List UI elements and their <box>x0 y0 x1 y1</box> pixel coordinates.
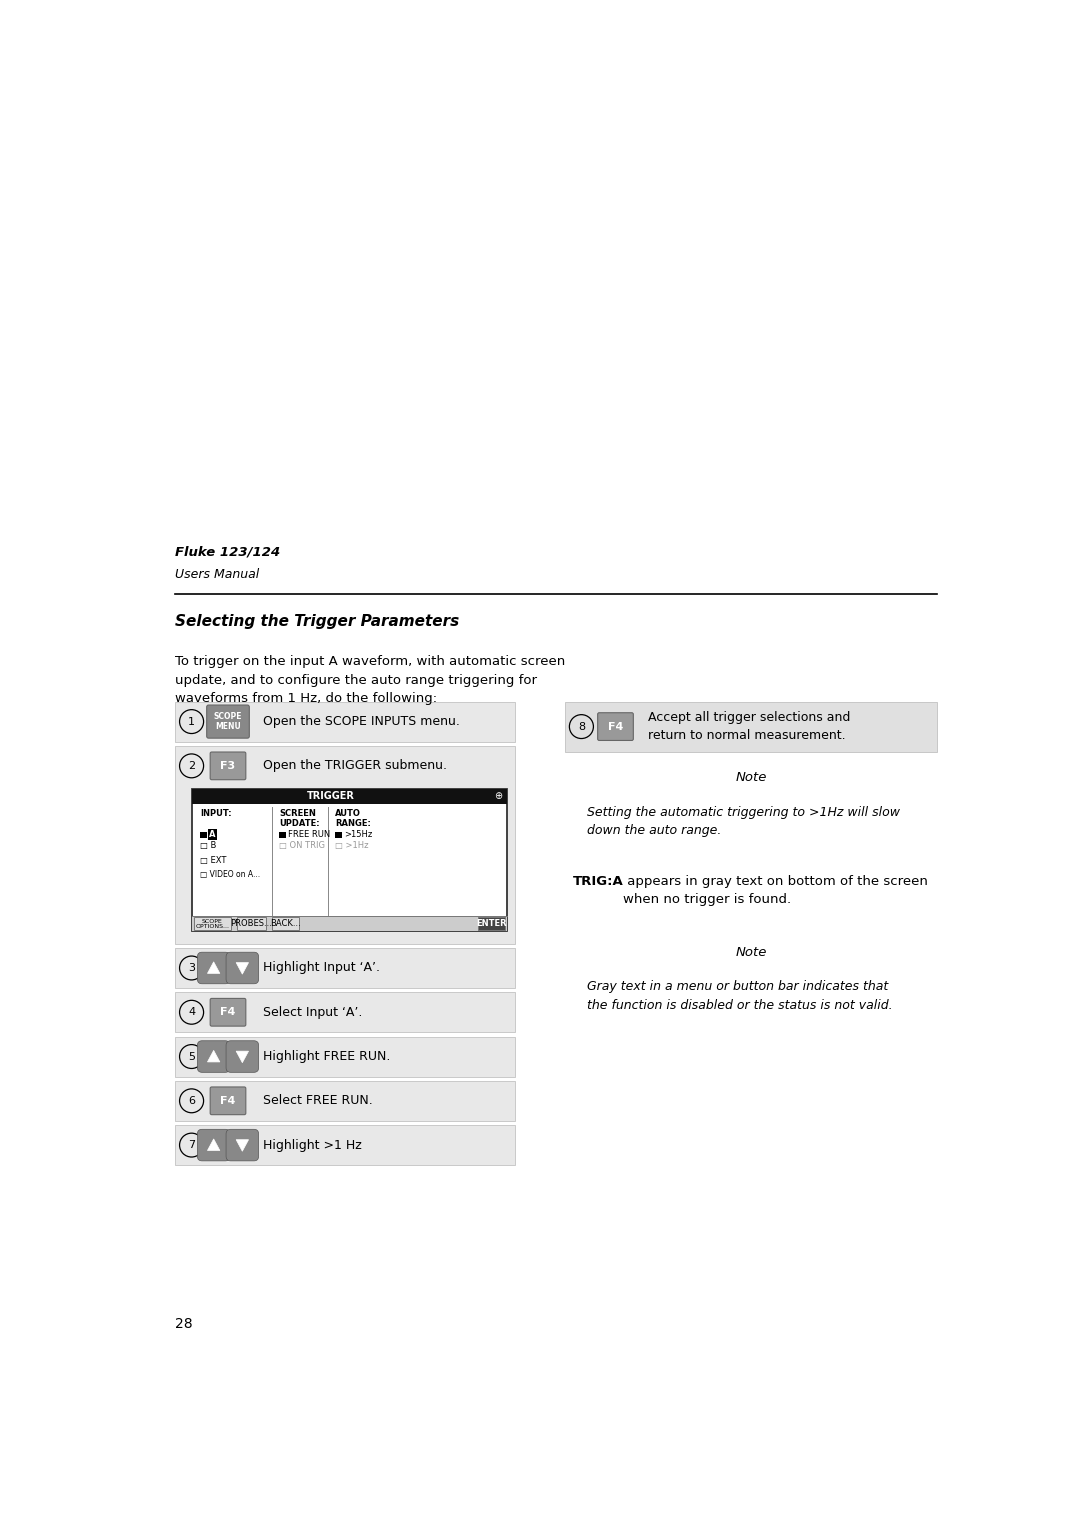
Text: FREE RUN: FREE RUN <box>288 831 330 839</box>
FancyBboxPatch shape <box>192 788 507 804</box>
Text: >15Hz: >15Hz <box>343 831 373 839</box>
FancyBboxPatch shape <box>175 947 515 989</box>
FancyBboxPatch shape <box>194 917 231 931</box>
Text: Gray text in a menu or button bar indicates that
the function is disabled or the: Gray text in a menu or button bar indica… <box>586 981 892 1012</box>
Text: Accept all trigger selections and
return to normal measurement.: Accept all trigger selections and return… <box>648 711 850 743</box>
FancyBboxPatch shape <box>175 1125 515 1166</box>
FancyBboxPatch shape <box>226 1041 258 1073</box>
FancyBboxPatch shape <box>211 1086 246 1114</box>
Text: A: A <box>210 831 216 839</box>
Text: 7: 7 <box>188 1140 195 1151</box>
Text: F3: F3 <box>220 761 235 770</box>
Polygon shape <box>237 963 248 975</box>
FancyBboxPatch shape <box>477 917 505 931</box>
Text: Highlight Input ‘A’.: Highlight Input ‘A’. <box>262 961 380 975</box>
Text: SCOPE: SCOPE <box>214 712 242 721</box>
Text: 8: 8 <box>578 721 585 732</box>
Text: AUTO
RANGE:: AUTO RANGE: <box>335 808 370 828</box>
Text: 1: 1 <box>188 717 195 727</box>
Text: Users Manual: Users Manual <box>175 568 259 581</box>
FancyBboxPatch shape <box>226 952 258 984</box>
FancyBboxPatch shape <box>237 917 266 931</box>
FancyBboxPatch shape <box>198 1041 230 1073</box>
Text: Note: Note <box>735 946 767 958</box>
Text: MENU: MENU <box>215 723 241 732</box>
FancyBboxPatch shape <box>211 998 246 1027</box>
Text: 2: 2 <box>188 761 195 770</box>
Text: ENTER: ENTER <box>476 920 507 927</box>
Text: □ ON TRIG: □ ON TRIG <box>279 842 325 851</box>
Text: Setting the automatic triggering to >1Hz will slow
down the auto range.: Setting the automatic triggering to >1Hz… <box>586 805 900 837</box>
Text: BACK...: BACK... <box>270 920 300 927</box>
FancyBboxPatch shape <box>211 752 246 779</box>
Text: □ >1Hz: □ >1Hz <box>335 842 368 851</box>
Text: SCOPE
OPTIONS...: SCOPE OPTIONS... <box>195 918 229 929</box>
FancyBboxPatch shape <box>335 831 341 839</box>
Text: Open the SCOPE INPUTS menu.: Open the SCOPE INPUTS menu. <box>262 715 460 727</box>
FancyBboxPatch shape <box>192 915 507 932</box>
Text: Select Input ‘A’.: Select Input ‘A’. <box>262 1005 362 1019</box>
FancyBboxPatch shape <box>198 952 230 984</box>
Text: Fluke 123/124: Fluke 123/124 <box>175 545 281 558</box>
Text: ⊕: ⊕ <box>494 792 502 802</box>
FancyBboxPatch shape <box>565 701 937 752</box>
Polygon shape <box>237 1051 248 1062</box>
Text: SCREEN
UPDATE:: SCREEN UPDATE: <box>279 808 320 828</box>
Text: Open the TRIGGER submenu.: Open the TRIGGER submenu. <box>262 759 447 772</box>
Polygon shape <box>237 1140 248 1151</box>
FancyBboxPatch shape <box>206 704 249 738</box>
Text: INPUT:: INPUT: <box>200 808 232 817</box>
FancyBboxPatch shape <box>198 1129 230 1161</box>
Text: F4: F4 <box>220 1007 235 1018</box>
FancyBboxPatch shape <box>175 1036 515 1077</box>
Text: PROBES...: PROBES... <box>230 920 272 927</box>
Text: □ VIDEO on A...: □ VIDEO on A... <box>200 869 260 879</box>
Text: To trigger on the input A waveform, with automatic screen
update, and to configu: To trigger on the input A waveform, with… <box>175 656 566 706</box>
Text: Select FREE RUN.: Select FREE RUN. <box>262 1094 373 1108</box>
Text: F4: F4 <box>220 1096 235 1106</box>
FancyBboxPatch shape <box>226 1129 258 1161</box>
FancyBboxPatch shape <box>175 992 515 1033</box>
FancyBboxPatch shape <box>279 831 286 839</box>
Text: Highlight >1 Hz: Highlight >1 Hz <box>262 1138 362 1152</box>
FancyBboxPatch shape <box>200 831 206 839</box>
Text: Note: Note <box>735 772 767 784</box>
Text: appears in gray text on bottom of the screen
when no trigger is found.: appears in gray text on bottom of the sc… <box>623 876 928 906</box>
FancyBboxPatch shape <box>175 1080 515 1122</box>
Text: TRIGGER: TRIGGER <box>307 792 354 802</box>
Text: 6: 6 <box>188 1096 195 1106</box>
Text: Highlight FREE RUN.: Highlight FREE RUN. <box>262 1050 390 1063</box>
FancyBboxPatch shape <box>597 712 633 741</box>
Text: □ B: □ B <box>200 842 216 851</box>
FancyBboxPatch shape <box>175 701 515 741</box>
FancyBboxPatch shape <box>272 917 298 931</box>
FancyBboxPatch shape <box>192 788 507 932</box>
FancyBboxPatch shape <box>175 746 515 944</box>
Text: 28: 28 <box>175 1317 193 1331</box>
Text: 3: 3 <box>188 963 195 973</box>
Text: Selecting the Trigger Parameters: Selecting the Trigger Parameters <box>175 614 460 630</box>
Text: 4: 4 <box>188 1007 195 1018</box>
Text: F4: F4 <box>608 721 623 732</box>
Polygon shape <box>207 1050 220 1062</box>
Polygon shape <box>207 961 220 973</box>
Text: 5: 5 <box>188 1051 195 1062</box>
Text: TRIG:A: TRIG:A <box>572 876 623 888</box>
Text: □ EXT: □ EXT <box>200 856 227 865</box>
Polygon shape <box>207 1138 220 1151</box>
